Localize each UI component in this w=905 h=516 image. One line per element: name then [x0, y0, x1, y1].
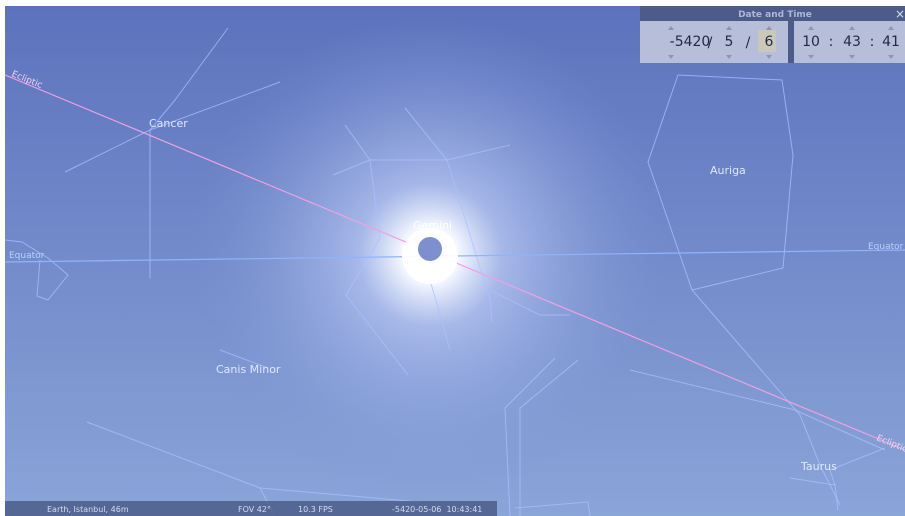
separator: /	[708, 35, 713, 51]
minute-field[interactable]: 43	[843, 34, 861, 50]
moon	[418, 237, 442, 261]
hour-field[interactable]: 10	[802, 34, 820, 50]
panel-divider	[788, 21, 794, 63]
close-button[interactable]: ×	[895, 7, 905, 21]
day-field[interactable]: 6	[765, 34, 774, 50]
second-field[interactable]: 41	[882, 34, 900, 50]
constellation-name: Canis Minor	[216, 363, 281, 376]
line-label: Equator	[9, 251, 45, 261]
constellation-name: Taurus	[800, 460, 837, 473]
separator: /	[746, 35, 751, 51]
separator: :	[829, 34, 834, 50]
status-bar: Earth, Istanbul, 46m FOV 42° 10.3 FPS -5…	[5, 501, 497, 516]
year-field[interactable]: -5420	[670, 34, 711, 50]
constellation-name: Gemini	[413, 219, 452, 232]
line-label: Equator	[868, 242, 904, 252]
separator: :	[870, 34, 875, 50]
month-field[interactable]: 5	[725, 34, 734, 50]
datetime: -5420-05-06 10:43:41	[392, 505, 482, 514]
constellation-name: Cancer	[149, 117, 188, 130]
location: Earth, Istanbul, 46m	[47, 505, 129, 514]
panel-title: Date and Time	[738, 10, 812, 20]
fov: FOV 42°	[238, 505, 271, 514]
sky-view: Ecliptic Ecliptic Equator Equator Cancer…	[0, 0, 905, 516]
constellation-name: Auriga	[710, 164, 746, 177]
date-time-panel: Date and Time × -5420 / 5 / 6 10 : 43 : …	[640, 6, 905, 63]
fps: 10.3 FPS	[298, 505, 333, 514]
